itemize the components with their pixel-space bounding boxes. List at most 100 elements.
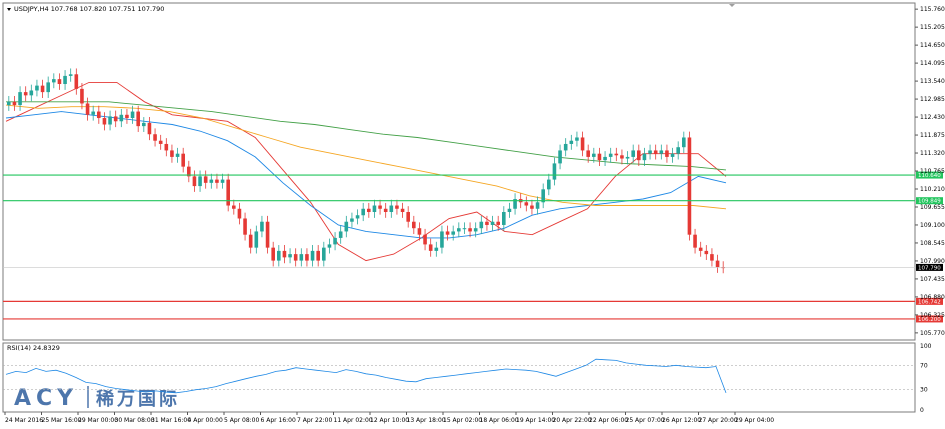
candle-body xyxy=(338,231,343,238)
price-tick-label: 114.650 xyxy=(920,42,945,49)
candle xyxy=(226,173,230,212)
candle-body xyxy=(378,205,382,209)
candle-body xyxy=(305,254,309,261)
time-tick-label: 26 Apr 12:00 xyxy=(662,417,701,424)
candle-body xyxy=(406,212,410,222)
candle xyxy=(322,241,326,267)
candle-body xyxy=(7,101,11,106)
candle-body xyxy=(68,74,73,76)
candle xyxy=(288,248,292,264)
candle xyxy=(648,144,652,160)
candle-body xyxy=(547,179,551,190)
candle xyxy=(46,76,50,98)
candle-body xyxy=(648,150,652,154)
candle xyxy=(395,199,399,215)
level-tag-label: 106.200 xyxy=(918,317,941,323)
candle-body xyxy=(665,150,669,157)
candle xyxy=(659,144,664,160)
candle-body xyxy=(23,92,28,96)
candle-body xyxy=(434,247,439,251)
candle-body xyxy=(344,221,349,232)
candle-body xyxy=(80,88,84,104)
candle-body xyxy=(40,85,45,93)
candle-body xyxy=(181,153,185,167)
candle xyxy=(63,70,67,90)
rsi-panel xyxy=(2,342,916,413)
candle xyxy=(361,202,365,222)
time-tick-label: 27 Apr 20:00 xyxy=(699,417,738,424)
rsi-tick-label: 30 xyxy=(920,387,928,394)
candle xyxy=(344,215,349,238)
candle xyxy=(383,202,388,218)
candle-body xyxy=(153,134,157,141)
candle-body xyxy=(563,143,568,151)
time-tick-label: 24 Mar 2016 xyxy=(5,417,43,424)
candle-body xyxy=(687,137,692,235)
time-tick-label: 19 Apr 14:00 xyxy=(516,417,555,424)
candle xyxy=(277,245,281,267)
candle-body xyxy=(625,156,630,159)
candle-body xyxy=(52,79,56,83)
candle-body xyxy=(198,176,202,187)
candle xyxy=(327,238,332,254)
candle-body xyxy=(164,143,169,151)
candle-body xyxy=(12,101,17,106)
candle-body xyxy=(395,205,399,209)
candle xyxy=(569,134,574,150)
candle-body xyxy=(631,150,635,157)
candle xyxy=(547,173,551,196)
candle-body xyxy=(417,228,422,235)
time-tick-label: 25 Apr 07:00 xyxy=(626,417,665,424)
candle-body xyxy=(468,228,472,232)
candle xyxy=(147,117,152,141)
candle xyxy=(563,138,568,157)
candle xyxy=(434,241,439,257)
time-tick-label: 18 Apr 06:00 xyxy=(480,417,519,424)
candle xyxy=(558,144,562,170)
candle-body xyxy=(592,153,596,157)
candle xyxy=(68,68,73,82)
level-tag-bg xyxy=(916,197,943,205)
candle xyxy=(57,73,62,90)
candle xyxy=(406,206,410,228)
candle xyxy=(108,110,112,131)
candle xyxy=(372,199,377,218)
candle-body xyxy=(597,153,602,161)
candle xyxy=(237,202,242,225)
candle-body xyxy=(445,231,450,235)
candle xyxy=(631,144,635,163)
candle xyxy=(592,147,596,163)
candle xyxy=(676,141,680,160)
candle-body xyxy=(372,205,377,213)
candle xyxy=(23,86,28,102)
candle-body xyxy=(473,228,478,232)
candle xyxy=(254,225,259,254)
ma-slow-line xyxy=(5,104,727,210)
dropdown-triangle-icon[interactable] xyxy=(7,8,11,11)
candle xyxy=(7,95,11,111)
candle xyxy=(80,83,84,110)
watermark: ACY 稀万国际 xyxy=(14,386,177,411)
candle xyxy=(35,79,39,97)
candle xyxy=(333,232,337,251)
candle xyxy=(293,248,298,267)
level-tag-label: 109.849 xyxy=(918,199,941,205)
candle-body xyxy=(524,202,529,206)
candle xyxy=(355,209,360,225)
ma-fast-line xyxy=(5,81,727,262)
candle xyxy=(119,108,124,128)
price-panel xyxy=(2,2,916,341)
rsi-line xyxy=(5,358,727,394)
candle-body xyxy=(367,208,371,213)
candle-body xyxy=(125,114,129,119)
candle-body xyxy=(226,179,230,206)
shift-marker-icon[interactable] xyxy=(729,4,735,7)
candle-body xyxy=(35,85,39,91)
candle xyxy=(175,147,180,163)
candle-body xyxy=(248,234,253,248)
candle-body xyxy=(676,147,680,154)
candle xyxy=(530,199,534,215)
price-tick-label: 115.205 xyxy=(920,24,945,31)
candle xyxy=(485,215,489,231)
